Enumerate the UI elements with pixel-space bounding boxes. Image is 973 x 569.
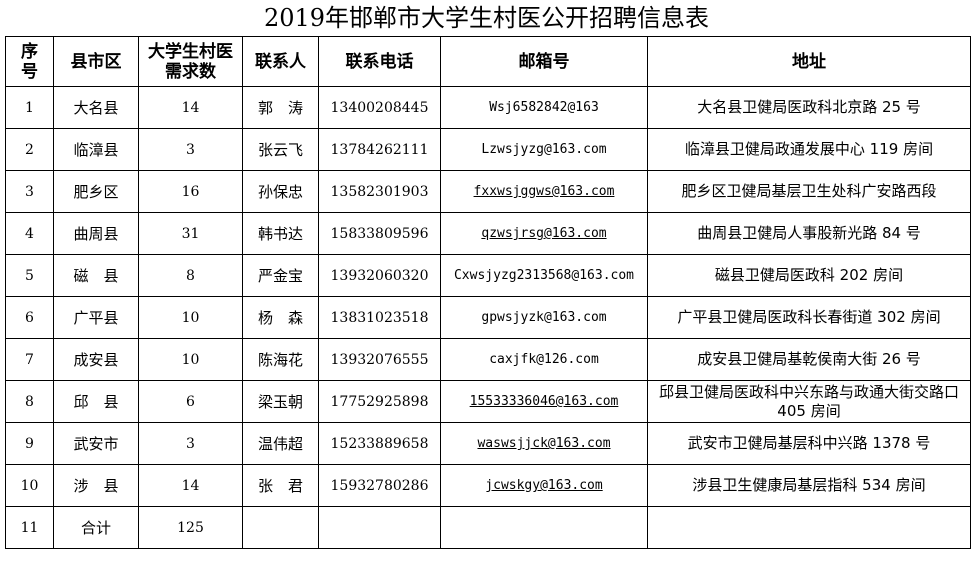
cell-phone: 13831023518	[318, 296, 441, 339]
table-row: 3 肥乡区 16 孙保忠 13582301903 fxxwsjggws@163.com 肥乡…	[5, 170, 971, 213]
cell-demand: 8	[138, 254, 243, 297]
cell-phone: 15833809596	[318, 212, 441, 255]
cell-address: 大名县卫健局医政科北京路 25 号	[647, 86, 971, 129]
column-header: 序号	[5, 36, 54, 87]
cell-county: 武安市	[53, 422, 139, 465]
cell-no: 9	[5, 422, 54, 465]
column-header: 县市区	[53, 36, 139, 87]
cell-no: 4	[5, 212, 54, 255]
cell-county: 成安县	[53, 338, 139, 381]
cell-email: Wsj6582842@163	[440, 86, 648, 129]
cell-demand: 10	[138, 338, 243, 381]
cell-contact: 杨 森	[242, 296, 319, 339]
cell-no: 7	[5, 338, 54, 381]
cell-phone: 15932780286	[318, 464, 441, 507]
cell-phone: 13400208445	[318, 86, 441, 129]
cell-demand: 31	[138, 212, 243, 255]
cell-county: 临漳县	[53, 128, 139, 171]
cell-phone: 15233889658	[318, 422, 441, 465]
cell-email: jcwskgy@163.com	[440, 464, 648, 507]
cell-contact: 张 君	[242, 464, 319, 507]
cell-address: 肥乡区卫健局基层卫生处科广安路西段	[647, 170, 971, 213]
cell-address: 成安县卫健局基乾侯南大街 26 号	[647, 338, 971, 381]
recruitment-table: 序号 县市区 大学生村医需求数 联系人 联系电话 邮箱号 地址 1 大名县 14 郭 涛 13400…	[5, 36, 971, 549]
cell-no: 2	[5, 128, 54, 171]
cell-phone: 17752925898	[318, 380, 441, 423]
cell-address: 广平县卫健局医政科长春街道 302 房间	[647, 296, 971, 339]
cell-phone: 13932060320	[318, 254, 441, 297]
cell-address: 武安市卫健局基层科中兴路 1378 号	[647, 422, 971, 465]
column-header: 地址	[647, 36, 971, 87]
cell-address: 曲周县卫健局人事股新光路 84 号	[647, 212, 971, 255]
cell-phone: 13784262111	[318, 128, 441, 171]
cell-demand: 14	[138, 464, 243, 507]
table-row: 10 涉 县 14 张 君 15932780286 jcwskgy@163.com 涉县卫生…	[5, 464, 971, 507]
cell-county: 邱 县	[53, 380, 139, 423]
cell-email: fxxwsjggws@163.com	[440, 170, 648, 213]
cell-email: caxjfk@126.com	[440, 338, 648, 381]
cell-contact: 严金宝	[242, 254, 319, 297]
cell-county: 曲周县	[53, 212, 139, 255]
cell-contact: 陈海花	[242, 338, 319, 381]
cell-contact: 韩书达	[242, 212, 319, 255]
table-row: 1 大名县 14 郭 涛 13400208445 Wsj6582842@163 大名县卫健局…	[5, 86, 971, 129]
column-header: 联系电话	[318, 36, 441, 87]
cell-email: gpwsjyzk@163.com	[440, 296, 648, 339]
cell-email: waswsjjck@163.com	[440, 422, 648, 465]
table-row: 6 广平县 10 杨 森 13831023518 gpwsjyzk@163.com 广平县卫…	[5, 296, 971, 339]
empty-cell	[647, 506, 971, 549]
table-row: 2 临漳县 3 张云飞 13784262111 Lzwsjyzg@163.com 临漳县卫健…	[5, 128, 971, 171]
cell-demand: 14	[138, 86, 243, 129]
cell-demand: 3	[138, 128, 243, 171]
total-demand: 125	[138, 506, 243, 549]
table-row: 7 成安县 10 陈海花 13932076555 caxjfk@126.com 成安县卫健局…	[5, 338, 971, 381]
cell-contact: 张云飞	[242, 128, 319, 171]
cell-county: 涉 县	[53, 464, 139, 507]
table-row: 9 武安市 3 温伟超 15233889658 waswsjjck@163.com 武安市卫…	[5, 422, 971, 465]
total-no: 11	[5, 506, 54, 549]
cell-no: 1	[5, 86, 54, 129]
cell-no: 3	[5, 170, 54, 213]
cell-address: 涉县卫生健康局基层指科 534 房间	[647, 464, 971, 507]
cell-contact: 温伟超	[242, 422, 319, 465]
cell-email: 15533336046@163.com	[440, 380, 648, 423]
column-header: 大学生村医需求数	[138, 36, 243, 87]
column-header: 联系人	[242, 36, 319, 87]
cell-demand: 10	[138, 296, 243, 339]
cell-address: 磁县卫健局医政科 202 房间	[647, 254, 971, 297]
cell-demand: 6	[138, 380, 243, 423]
cell-contact: 孙保忠	[242, 170, 319, 213]
cell-no: 6	[5, 296, 54, 339]
page-title: 2019年邯郸市大学生村医公开招聘信息表	[263, 4, 710, 32]
cell-no: 5	[5, 254, 54, 297]
total-label: 合计	[53, 506, 139, 549]
cell-email: Cxwsjyzg2313568@163.com	[440, 254, 648, 297]
total-row: 11 合计 125	[5, 506, 971, 549]
cell-county: 肥乡区	[53, 170, 139, 213]
cell-demand: 3	[138, 422, 243, 465]
cell-email: qzwsjrsg@163.com	[440, 212, 648, 255]
empty-cell	[242, 506, 319, 549]
cell-phone: 13582301903	[318, 170, 441, 213]
cell-address: 邱县卫健局医政科中兴东路与政通大街交路口 405 房间	[647, 380, 971, 423]
cell-address: 临漳县卫健局政通发展中心 119 房间	[647, 128, 971, 171]
empty-cell	[440, 506, 648, 549]
cell-contact: 郭 涛	[242, 86, 319, 129]
cell-county: 磁 县	[53, 254, 139, 297]
cell-email: Lzwsjyzg@163.com	[440, 128, 648, 171]
cell-county: 广平县	[53, 296, 139, 339]
empty-cell	[318, 506, 441, 549]
column-header: 邮箱号	[440, 36, 648, 87]
cell-no: 10	[5, 464, 54, 507]
cell-demand: 16	[138, 170, 243, 213]
cell-county: 大名县	[53, 86, 139, 129]
table-row: 4 曲周县 31 韩书达 15833809596 qzwsjrsg@163.com 曲周县卫…	[5, 212, 971, 255]
header-row: 序号 县市区 大学生村医需求数 联系人 联系电话 邮箱号 地址	[5, 36, 971, 87]
cell-phone: 13932076555	[318, 338, 441, 381]
cell-contact: 梁玉朝	[242, 380, 319, 423]
cell-no: 8	[5, 380, 54, 423]
